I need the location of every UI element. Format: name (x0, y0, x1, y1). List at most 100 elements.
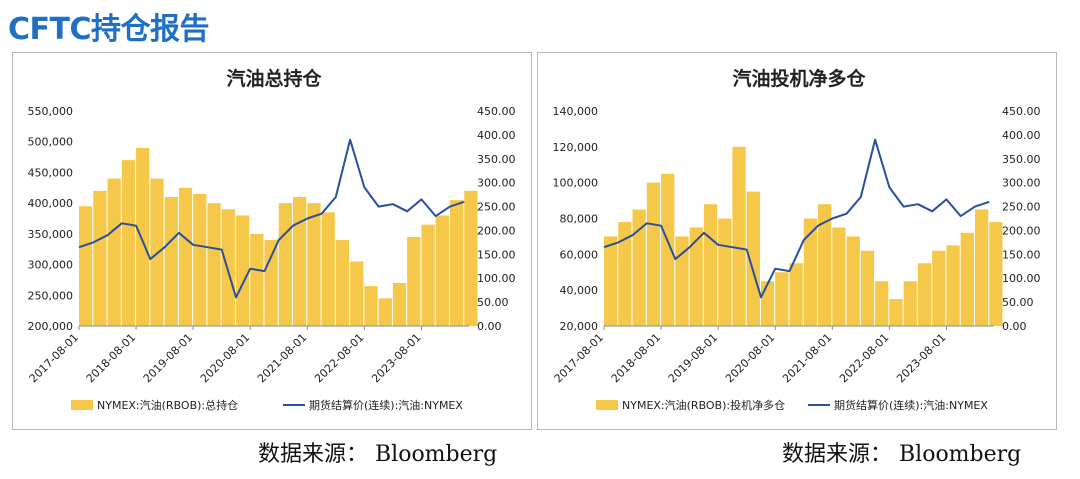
y-right-tick-label: 0.00 (1002, 320, 1027, 333)
bar (675, 236, 689, 326)
bar (136, 147, 150, 326)
x-tick-label: 2018-08-01 (609, 331, 663, 385)
x-tick-label: 2021-08-01 (780, 331, 834, 385)
x-tick-label: 2022-08-01 (312, 331, 366, 385)
bar (178, 187, 193, 326)
chart-title: 汽油总持仓 (226, 67, 322, 90)
bar (618, 222, 632, 326)
chart-total-open-interest: 汽油总持仓 200,000 250,000 300,000 350,000 400,000… (27, 67, 516, 412)
y-right-tick-label: 250.00 (477, 201, 516, 214)
legend-label-bar: NYMEX:汽油(RBOB):投机净多仓 (622, 398, 785, 412)
bar (164, 197, 178, 326)
y-right-tick-label: 50.00 (1002, 296, 1034, 309)
x-tick-label: 2021-08-01 (255, 331, 309, 385)
y-right-tick-label: 100.00 (1002, 272, 1041, 285)
bar (960, 232, 974, 326)
y-left-tick-label: 80,000 (560, 213, 599, 226)
source-note-left: 数据来源： Bloomberg (258, 442, 498, 467)
bar (278, 203, 293, 326)
bar (689, 227, 703, 326)
bar (107, 178, 121, 326)
bar (350, 261, 364, 326)
bar (832, 227, 846, 326)
y-right-tick-label: 450.00 (477, 105, 516, 118)
y-right-tick-label: 250.00 (1002, 201, 1041, 214)
y-left-tick-label: 140,000 (553, 105, 599, 118)
y-left-tick-label: 300,000 (28, 259, 74, 272)
chart-net-long: 汽油投机净多仓 20,000 40,000 60,000 80,000 100,000 12… (552, 67, 1041, 412)
y-right-tick-label: 300.00 (477, 177, 516, 190)
price-line (603, 138, 990, 299)
bar (703, 204, 718, 326)
bar (875, 281, 889, 326)
bar (307, 203, 321, 326)
y-right-tick-label: 400.00 (1002, 129, 1041, 142)
y-left-tick-label: 400,000 (28, 197, 74, 210)
bar (293, 197, 307, 326)
chart-panel-net-long: 汽油投机净多仓 20,000 40,000 60,000 80,000 100,000 12… (537, 52, 1057, 430)
bar (860, 250, 875, 326)
y-left-tick-label: 450,000 (28, 166, 74, 179)
bar (718, 218, 732, 326)
y-right-tick-label: 300.00 (1002, 177, 1041, 190)
source-note-right: 数据来源： Bloomberg (782, 442, 1022, 467)
x-tick-label: 2017-08-01 (552, 331, 606, 385)
bar (449, 200, 464, 326)
y-right-tick-label: 400.00 (477, 129, 516, 142)
bar (392, 283, 407, 326)
bar (378, 298, 392, 326)
bar (661, 173, 675, 326)
bar (974, 209, 989, 326)
bar (746, 191, 760, 326)
bar (789, 263, 803, 326)
legend-swatch-bar (596, 400, 618, 410)
bar (803, 218, 818, 326)
page-title: CFTC持仓报告 (8, 12, 210, 47)
y-right-tick-label: 350.00 (477, 153, 516, 166)
bar (93, 190, 107, 326)
y-right-tick-label: 150.00 (1002, 248, 1041, 261)
y-left-tick-label: 500,000 (28, 136, 74, 149)
bar (818, 204, 832, 326)
x-tick-label: 2018-08-01 (84, 331, 138, 385)
legend-label-line: 期货结算价(连续):汽油:NYMEX (834, 398, 988, 412)
bar (775, 272, 789, 326)
x-tick-label: 2017-08-01 (27, 331, 81, 385)
bar (193, 193, 207, 326)
y-left-tick-label: 60,000 (560, 248, 599, 261)
y-left-tick-label: 100,000 (553, 177, 599, 190)
chart-panel-total-open-interest: 汽油总持仓 200,000 250,000 300,000 350,000 400,000… (12, 52, 532, 430)
bar (435, 215, 449, 326)
y-right-tick-label: 100.00 (477, 272, 516, 285)
y-left-tick-label: 40,000 (560, 284, 599, 297)
y-left-tick-label: 250,000 (28, 289, 74, 302)
bar (604, 236, 618, 326)
bar (946, 245, 960, 326)
bar (464, 190, 478, 326)
bar (889, 299, 903, 326)
legend-swatch-bar (71, 400, 93, 410)
legend-label-bar: NYMEX:汽油(RBOB):总持仓 (97, 398, 238, 412)
y-right-tick-label: 200.00 (1002, 224, 1041, 237)
bar (632, 209, 646, 326)
y-right-tick-label: 450.00 (1002, 105, 1041, 118)
y-left-tick-label: 200,000 (28, 320, 74, 333)
price-line (78, 138, 465, 299)
x-tick-label: 2019-08-01 (666, 331, 720, 385)
bar (335, 240, 350, 326)
chart-title: 汽油投机净多仓 (732, 67, 866, 90)
bar (121, 160, 136, 326)
bar (221, 209, 235, 326)
bar (917, 263, 932, 326)
bar (989, 222, 1003, 326)
bar (846, 236, 860, 326)
x-tick-label: 2020-08-01 (723, 331, 777, 385)
legend-label-line: 期货结算价(连续):汽油:NYMEX (309, 398, 463, 412)
bar (932, 250, 946, 326)
bar (264, 240, 278, 326)
x-tick-label: 2023-08-01 (369, 331, 423, 385)
y-right-tick-label: 350.00 (1002, 153, 1041, 166)
y-right-tick-label: 50.00 (477, 296, 509, 309)
bar (760, 281, 775, 326)
y-left-tick-label: 550,000 (28, 105, 74, 118)
